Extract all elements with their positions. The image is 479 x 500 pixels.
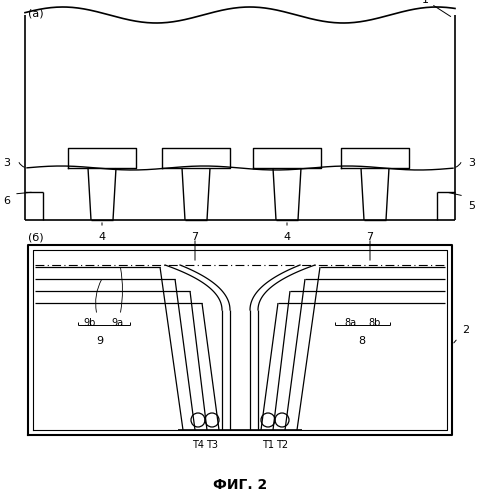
Text: 6: 6 — [3, 196, 10, 206]
Text: 9: 9 — [96, 336, 103, 346]
Text: 5: 5 — [468, 201, 475, 211]
Text: T2: T2 — [276, 440, 288, 450]
Text: 2: 2 — [462, 325, 469, 335]
Text: T1: T1 — [262, 440, 274, 450]
Text: (б): (б) — [28, 232, 44, 242]
Text: 3: 3 — [468, 158, 475, 168]
Text: 9a: 9a — [111, 318, 123, 328]
Text: 3: 3 — [3, 158, 10, 168]
Text: (а): (а) — [28, 8, 44, 18]
Text: 9b: 9b — [84, 318, 96, 328]
Text: 1: 1 — [422, 0, 451, 16]
Text: 8b: 8b — [369, 318, 381, 328]
Text: ФИГ. 2: ФИГ. 2 — [213, 478, 267, 492]
Text: T4: T4 — [192, 440, 204, 450]
Text: 4: 4 — [284, 232, 291, 242]
Text: 4: 4 — [99, 232, 105, 242]
Text: T3: T3 — [206, 440, 218, 450]
Text: 7: 7 — [366, 232, 374, 242]
Text: 8a: 8a — [344, 318, 356, 328]
Text: 7: 7 — [192, 232, 199, 242]
Text: 8: 8 — [358, 336, 365, 346]
